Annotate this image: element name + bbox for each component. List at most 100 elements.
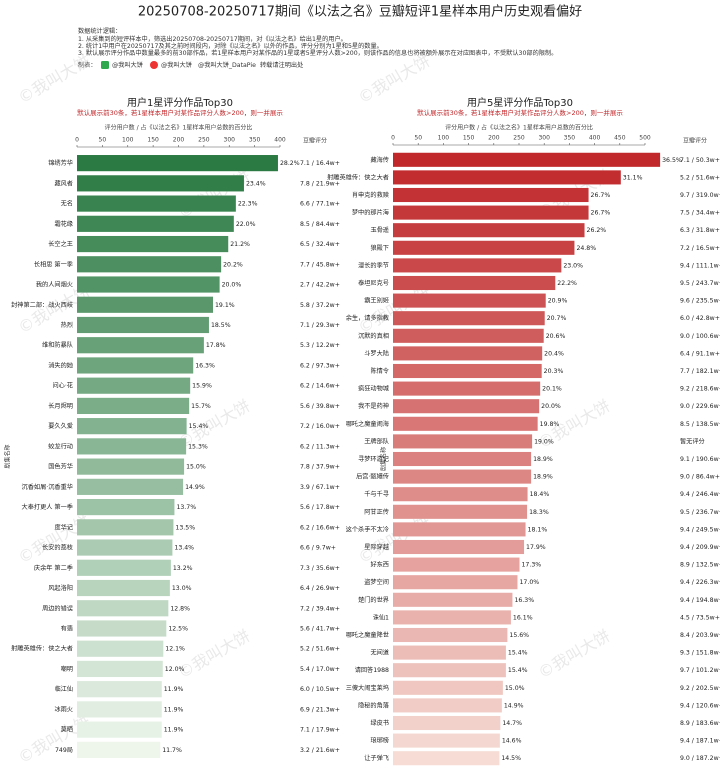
category-label: 维和防暴队 xyxy=(42,341,74,349)
x-tick-label: 100 xyxy=(438,135,450,142)
percent-label: 13.4% xyxy=(174,545,194,552)
score-label: 5.6 / 39.8w+ xyxy=(300,403,340,410)
score-label: 7.8 / 21.9w+ xyxy=(300,180,340,187)
score-label: 7.3 / 35.6w+ xyxy=(300,565,340,572)
bar xyxy=(393,223,585,238)
percent-label: 24.8% xyxy=(576,245,596,252)
category-label: 749局 xyxy=(55,747,73,754)
score-header: 豆瓣评分 xyxy=(303,137,327,145)
score-label: 6.9 / 21.3w+ xyxy=(300,706,340,713)
bar xyxy=(77,195,236,212)
percent-label: 11.7% xyxy=(162,747,182,754)
score-label: 9.7 / 319.0w+ xyxy=(680,192,720,199)
score-label: 7.2 / 16.5w+ xyxy=(680,245,720,252)
score-label: 5.6 / 41.7w+ xyxy=(300,625,340,632)
score-label: 3.9 / 67.1w+ xyxy=(300,484,340,491)
percent-label: 20.2% xyxy=(223,261,243,268)
score-label: 9.4 / 187.1w+ xyxy=(680,738,720,745)
bar xyxy=(393,187,589,203)
score-label: 7.2 / 16.0w+ xyxy=(300,423,340,430)
category-label: 问心·花 xyxy=(52,382,73,390)
category-label: 楚门的世界 xyxy=(358,596,389,604)
percent-label: 23.0% xyxy=(563,262,583,269)
bar xyxy=(393,539,525,555)
bar xyxy=(393,751,500,766)
category-label: 长安的荔枝 xyxy=(42,544,74,552)
watermark: ©我叫大饼 xyxy=(175,166,254,222)
percent-label: 20.6% xyxy=(546,333,566,340)
category-label: 后宫·甄嬛传 xyxy=(356,473,389,481)
percent-label: 15.0% xyxy=(505,685,525,692)
score-label: 7.1 / 50.3w+ xyxy=(680,157,720,164)
percent-label: 16.3% xyxy=(195,362,215,369)
bar xyxy=(393,469,532,484)
percent-label: 16.1% xyxy=(513,614,533,621)
bar xyxy=(77,276,220,293)
percent-label: 15.0% xyxy=(186,464,206,471)
bar xyxy=(77,296,214,313)
bar xyxy=(393,610,511,625)
score-label: 4.5 / 73.5w+ xyxy=(680,614,720,621)
percent-label: 22.3% xyxy=(238,201,258,208)
percent-label: 15.4% xyxy=(508,667,528,674)
score-label: 9.0 / 187.2w+ xyxy=(680,755,720,762)
category-label: 琅琊榜 xyxy=(370,737,389,745)
category-label: 无名 xyxy=(61,200,73,208)
category-label: 沉香如屑·沉香重华 xyxy=(22,483,73,491)
percent-label: 18.1% xyxy=(528,526,548,533)
percent-label: 18.9% xyxy=(533,474,553,481)
category-label: 热烈 xyxy=(61,321,73,329)
score-label: 9.3 / 151.8w+ xyxy=(680,650,720,657)
category-label: 寻梦环游记 xyxy=(358,455,389,463)
percent-label: 12.0% xyxy=(165,666,185,673)
bar xyxy=(393,346,543,361)
score-label: 9.4 / 246.4w+ xyxy=(680,491,720,498)
category-label: 这个杀手不太冷 xyxy=(346,525,389,533)
bar xyxy=(393,627,508,643)
category-label: 长空之王 xyxy=(48,240,73,248)
x-tick-label: 100 xyxy=(122,137,134,144)
score-label: 8.9 / 132.5w+ xyxy=(680,562,720,569)
bar xyxy=(393,522,526,537)
percent-label: 18.3% xyxy=(529,509,549,516)
bar xyxy=(77,235,229,253)
bar xyxy=(393,381,541,396)
category-label: 长相思 第一季 xyxy=(34,260,73,268)
category-label: 哪吒之魔童闹海 xyxy=(346,420,389,428)
category-label: 蛟龙行动 xyxy=(48,442,73,450)
category-label: 星际穿越 xyxy=(364,543,389,551)
category-label: 泰坦尼克号 xyxy=(358,279,389,287)
score-label: 暂无评分 xyxy=(680,437,705,445)
x-tick-label: 350 xyxy=(249,137,261,144)
percent-label: 19.0% xyxy=(534,438,554,445)
category-label: 霸王别姬 xyxy=(364,297,389,305)
bar xyxy=(77,418,187,435)
percent-label: 14.6% xyxy=(502,738,522,745)
score-label: 7.2 / 39.4w+ xyxy=(300,605,340,612)
score-label: 6.3 / 31.8w+ xyxy=(680,227,720,234)
x-axis-label: 评分用户数 / 占《以法之名》1星样本用户总数的百分比 xyxy=(445,124,593,132)
category-label: 斗罗大陆 xyxy=(364,349,389,357)
category-label: 千与千寻 xyxy=(364,490,389,498)
wechat-icon xyxy=(101,61,109,69)
percent-label: 31.1% xyxy=(623,174,643,181)
bar xyxy=(393,416,538,431)
category-label: 盗梦空间 xyxy=(364,578,389,586)
category-label: 藏海传 xyxy=(370,156,389,164)
percent-label: 17.9% xyxy=(526,544,546,551)
percent-label: 12.5% xyxy=(168,625,188,632)
category-label: 让子弹飞 xyxy=(364,754,389,762)
score-label: 6.2 / 11.3w+ xyxy=(300,443,340,450)
bar xyxy=(393,663,506,678)
bar xyxy=(393,311,545,326)
score-header: 豆瓣评分 xyxy=(683,137,707,145)
x-tick-label: 50 xyxy=(414,135,422,142)
credit: @我叫大饼 xyxy=(112,61,143,69)
score-label: 9.7 / 101.2w+ xyxy=(680,667,720,674)
category-label: 射雕英雄传：侠之大者 xyxy=(11,645,73,653)
score-label: 8.5 / 84.4w+ xyxy=(300,221,340,228)
category-label: 风起洛阳 xyxy=(48,584,73,592)
percent-label: 15.4% xyxy=(189,423,209,430)
category-label: 大奉打更人 第一季 xyxy=(22,503,73,511)
category-label: 霜花缘 xyxy=(54,220,73,228)
